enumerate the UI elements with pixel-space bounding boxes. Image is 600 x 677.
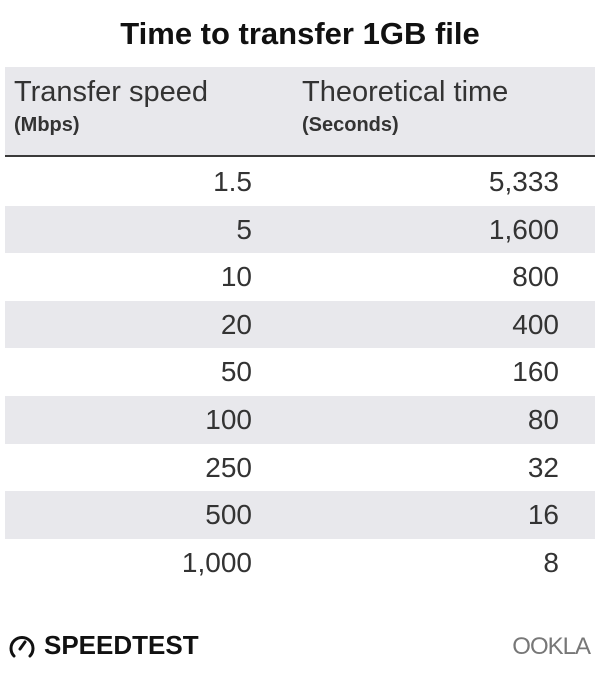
time-cell: 400 <box>512 308 559 340</box>
time-cell: 32 <box>527 451 559 483</box>
header-label: Transfer speed <box>14 76 208 108</box>
speed-cell: 50 <box>220 356 252 388</box>
time-cell: 8 <box>543 546 559 578</box>
ookla-logo: OOKLA <box>512 633 591 660</box>
speed-cell: 250 <box>205 451 252 483</box>
table-row: 1,000 8 <box>5 539 595 587</box>
header-label: Theoretical time <box>302 76 509 108</box>
gauge-icon <box>9 635 35 657</box>
time-cell: 160 <box>512 356 559 388</box>
table-row: 5 1,600 <box>5 205 595 254</box>
table-row: 1.5 5,333 <box>5 158 595 206</box>
speed-cell: 500 <box>205 499 252 531</box>
table-row: 50 160 <box>5 348 595 396</box>
header-unit: (Seconds) <box>302 114 399 136</box>
time-cell: 800 <box>512 261 559 293</box>
speed-cell: 1.5 <box>213 166 252 197</box>
time-cell: 1,600 <box>488 213 559 245</box>
table-header: Transfer speed (Mbps) Theoretical time (Se… <box>5 67 595 157</box>
table-row: 10 800 <box>5 253 595 301</box>
table-body: 1.5 5,333 5 1,600 10 800 20 400 50 160 100 80 250 32 5… <box>5 158 595 586</box>
column-header-time: Theoretical time (Seconds) <box>302 75 508 141</box>
table-row: 20 400 <box>5 300 595 349</box>
time-cell: 80 <box>527 403 559 435</box>
table-row: 250 32 <box>5 444 595 492</box>
speed-cell: 20 <box>220 308 252 340</box>
table-row: 500 16 <box>5 491 595 539</box>
table-row: 100 80 <box>5 395 595 444</box>
speed-cell: 5 <box>236 213 252 245</box>
brand-name: SPEEDTEST <box>44 630 199 660</box>
speed-cell: 1,000 <box>181 546 252 578</box>
column-header-speed: Transfer speed (Mbps) <box>14 75 208 141</box>
speed-cell: 100 <box>205 403 252 435</box>
header-unit: (Mbps) <box>14 114 80 136</box>
speed-cell: 10 <box>220 261 252 293</box>
speedtest-logo: SPEEDTEST <box>8 630 199 661</box>
time-cell: 16 <box>527 499 559 531</box>
chart-title: Time to transfer 1GB file <box>120 16 480 51</box>
time-cell: 5,333 <box>488 166 559 197</box>
